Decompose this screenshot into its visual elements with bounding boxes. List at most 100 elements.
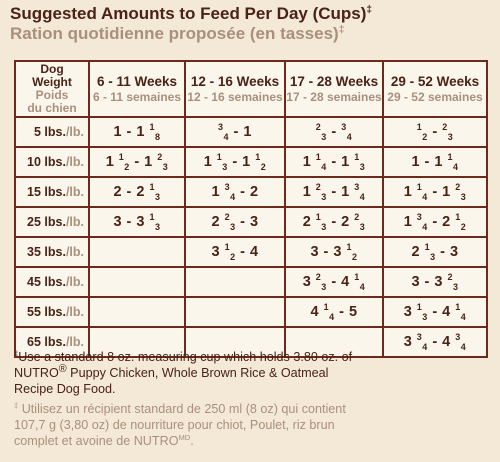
amount-whole: 1 [105,154,119,170]
amount-whole: 1 - 1 [113,124,150,140]
fraction-numerator: 1 [354,272,360,283]
amount-cell: 3 - 3 13 [88,206,186,238]
amount-whole: 3 [403,304,417,320]
fraction-denominator: 4 [230,191,236,202]
fraction-denominator: 4 [460,341,467,352]
amount-range: - 5 [334,304,358,320]
weight-cell: 65 lbs./lb. [14,326,90,358]
amount-cell: 3 34 - 4 34 [382,326,488,358]
amount-cell: 1 14 - 1 13 [284,146,384,178]
fraction-numerator: 3 [218,122,224,133]
fraction-numerator: 2 [447,272,454,283]
footnote-mark-fr: ‡ [14,400,19,410]
chart-title-block: Suggested Amounts to Feed Per Day (Cups)… [10,4,372,44]
amount-cell: 4 14 - 5 [284,296,384,328]
header-col-6-11-weeks: 6 - 11 Weeks 6 - 11 semaines [88,60,186,118]
fraction-numerator: 3 [224,182,231,193]
fraction-denominator: 2 [460,221,467,232]
amount-whole: 2 - 2 [113,184,150,200]
weight-unit-fr: /lb. [65,215,84,229]
weight-unit-fr: /lb. [65,335,84,349]
amount-whole: 1 [302,184,316,200]
fraction-denominator: 3 [430,251,436,262]
amount-range: - 3 [235,214,259,230]
weight-unit-fr: /lb. [65,155,84,169]
footnote-en-line2: Puppy Chicken, Whole Brown Rice & Oatmea… [66,366,329,380]
amount-range: - 1 [227,154,256,170]
weight-cell: 55 lbs./lb. [14,296,90,328]
fraction-denominator: 4 [422,341,428,352]
fraction-numerator: 1 [216,152,223,163]
amount-cell: 2 23 - 3 [184,206,286,238]
weight-unit-fr: /lb. [65,305,84,319]
fraction-numerator: 3 [455,332,461,343]
footnote-fr-line2: 107,7 g (3,80 oz) de nourriture pour chi… [14,418,335,432]
amount-cell [88,296,186,328]
table-row: 45 lbs./lb. 3 23 - 4 14 3 - 3 23 [14,266,488,298]
fraction-denominator: 3 [162,161,169,172]
header-col-12-16-weeks: 12 - 16 Weeks 12 - 16 semaines [184,60,286,118]
amount-whole: 3 [211,244,225,260]
fraction-numerator: 1 [447,152,454,163]
amount-cell: 12 - 23 [382,116,488,148]
fraction-numerator: 2 [455,182,461,193]
column-label-fr: 12 - 16 semaines [187,89,283,104]
fraction-denominator: 4 [359,191,366,202]
fraction-numerator: 1 [416,302,423,313]
amount-range: - 2 [427,214,456,230]
amount-whole: 1 [403,214,417,230]
fraction-numerator: 2 [157,152,163,163]
weight-value: 25 lbs. [27,215,66,229]
fraction-numerator: 1 [416,182,423,193]
weight-cell: 45 lbs./lb. [14,266,90,298]
amount-cell: 1 13 - 1 12 [184,146,286,178]
footnote-fr-line3: complet et avoine de NUTRO [14,434,179,448]
amount-range: - 1 [326,154,355,170]
fraction-numerator: 1 [455,302,461,313]
fraction-denominator: 4 [321,161,327,172]
amount-cell [88,326,186,358]
fraction-denominator: 2 [260,161,267,172]
amount-range: - 1 [229,124,252,140]
amount-cell: 1 14 - 1 23 [382,176,488,208]
footnote-french: ‡ Utilisez un récipient standard de 250 … [14,401,492,449]
weight-value: 65 lbs. [27,335,66,349]
amount-cell: 1 34 - 2 12 [382,206,488,238]
fraction-numerator: 1 [315,212,322,223]
amount-whole: 1 [211,184,225,200]
amount-cell: 3 - 3 12 [284,236,384,268]
column-label-en: 17 - 28 Weeks [289,73,379,89]
amount-cell: 1 - 1 18 [88,116,186,148]
fraction-numerator: 1 [424,242,431,253]
fraction-denominator: 2 [124,161,130,172]
amount-range: - 4 [326,274,355,290]
amount-whole: 3 [302,274,316,290]
amount-cell [184,326,286,358]
amount-cell: 3 - 3 23 [382,266,488,298]
du-chien-label: du chien [27,101,77,115]
footnote-fr-line1: Utilisez un récipient standard de 250 ml… [18,402,346,416]
amount-cell: 1 - 1 14 [382,146,488,178]
fraction-numerator: 1 [455,212,461,223]
fraction-denominator: 4 [223,131,230,142]
amount-range: - [326,124,342,140]
fraction-numerator: 3 [416,332,423,343]
fraction-denominator: 3 [422,311,428,322]
amount-whole: 3 [403,334,417,350]
footnote-english: ‡Use a standard 8 oz. measuring cup whic… [14,349,492,397]
amount-whole: 1 - 1 [411,154,448,170]
brand-name: NUTRO [14,366,59,380]
title-footnote-mark: ‡ [366,4,373,16]
amount-whole: 1 [302,154,316,170]
fraction-denominator: 3 [453,281,459,292]
fraction-denominator: 4 [346,131,353,142]
weight-cell: 25 lbs./lb. [14,206,90,238]
fraction-numerator: 1 [323,302,330,313]
weight-value: 10 lbs. [27,155,66,169]
fraction-denominator: 2 [230,251,236,262]
amount-cell [88,236,186,268]
amount-cell: 34 - 1 [184,116,286,148]
fraction-numerator: 1 [354,152,360,163]
weight-cell: 15 lbs./lb. [14,176,90,208]
